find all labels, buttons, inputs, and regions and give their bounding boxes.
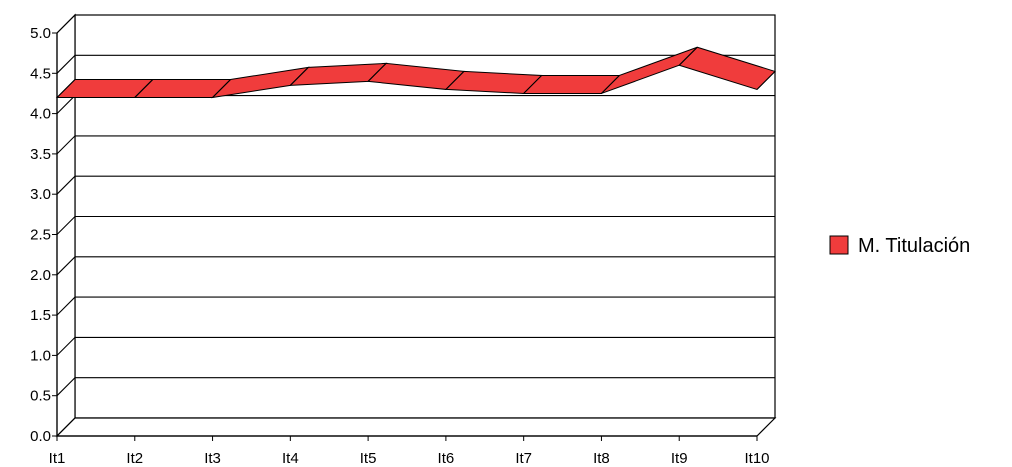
y-tick-labels: 0.0 0.5 1.0 1.5 2.0 2.5 3.0 3.5 4.0 4.5 5.0	[30, 25, 51, 445]
data-point	[678, 46, 698, 66]
data-point	[367, 63, 387, 82]
data-point	[445, 71, 465, 90]
data-point	[212, 79, 231, 98]
x-tick-label: It10	[744, 450, 769, 467]
x-tick-label: It7	[515, 450, 532, 467]
axes	[52, 32, 758, 441]
y-tick-label: 4.5	[30, 65, 51, 82]
x-tick-label: It8	[593, 450, 610, 467]
y-tick-label: 4.0	[30, 106, 51, 123]
x-tick-label: It4	[282, 450, 299, 467]
x-tick-label: It3	[204, 450, 221, 467]
legend: M. Titulación	[829, 235, 970, 257]
gridline	[56, 135, 775, 155]
y-tick-label: 2.5	[30, 227, 51, 244]
data-point	[134, 79, 154, 98]
y-tick-label: 3.0	[30, 186, 51, 203]
legend-swatch	[829, 235, 849, 255]
gridline	[56, 175, 775, 195]
data-point	[523, 75, 543, 94]
gridline	[56, 336, 775, 356]
floor	[55, 417, 777, 437]
y-tick-label: 3.5	[30, 146, 51, 163]
series-ribbon	[55, 46, 776, 99]
gridline	[56, 14, 775, 34]
gridline	[56, 417, 775, 437]
x-tick-labels: It1 It2 It3 It4 It5 It6 It7 It8 It9 It10	[49, 450, 770, 467]
y-tick-label: 0.0	[30, 428, 51, 445]
gridline	[56, 377, 775, 397]
gridline	[56, 215, 775, 235]
data-point	[756, 71, 776, 90]
gridline	[56, 54, 775, 74]
y-tick-label: 1.5	[30, 307, 51, 324]
gridline	[56, 256, 775, 276]
data-point	[56, 79, 76, 98]
x-tick-label: It2	[126, 450, 143, 467]
y-tick-label: 1.0	[30, 347, 51, 364]
y-tick-label: 5.0	[30, 25, 51, 42]
y-tick-label: 2.0	[30, 267, 51, 284]
x-tick-label: It6	[438, 450, 455, 467]
data-point	[289, 67, 309, 86]
x-tick-label: It5	[360, 450, 377, 467]
x-tick-label: It1	[49, 450, 66, 467]
data-point	[601, 75, 620, 94]
legend-label: M. Titulación	[858, 235, 970, 257]
y-tick-label: 0.5	[30, 388, 51, 405]
x-tick-label: It9	[671, 450, 688, 467]
gridline	[56, 296, 775, 316]
